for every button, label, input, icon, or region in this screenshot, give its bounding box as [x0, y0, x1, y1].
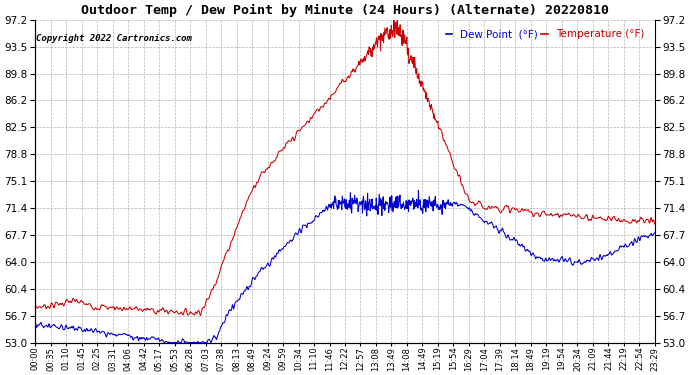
Text: Copyright 2022 Cartronics.com: Copyright 2022 Cartronics.com [37, 34, 193, 44]
Legend: Dew Point  (°F), Temperature (°F): Dew Point (°F), Temperature (°F) [442, 25, 649, 44]
Title: Outdoor Temp / Dew Point by Minute (24 Hours) (Alternate) 20220810: Outdoor Temp / Dew Point by Minute (24 H… [81, 4, 609, 17]
